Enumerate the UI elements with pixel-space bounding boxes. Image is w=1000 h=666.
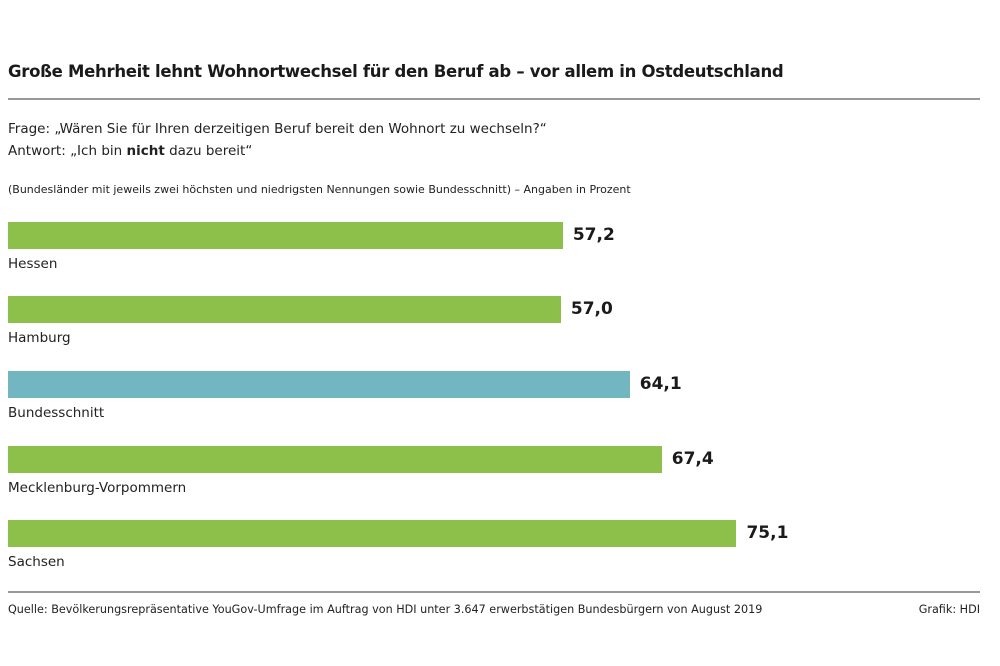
bar-0	[8, 222, 563, 249]
bar-1	[8, 296, 561, 323]
value-label: 57,0	[570, 299, 613, 319]
question-text: Frage: „Wären Sie für Ihren derzeitigen …	[8, 121, 547, 137]
category-label: Sachsen	[8, 554, 65, 570]
footer-divider	[8, 591, 980, 593]
category-label: Hamburg	[8, 330, 71, 346]
category-label: Bundesschnitt	[8, 405, 105, 421]
title-divider	[8, 98, 980, 100]
answer-emphasis: nicht	[126, 143, 165, 159]
category-label: Mecklenburg-Vorpommern	[8, 480, 187, 496]
value-label: 57,2	[572, 225, 615, 245]
answer-suffix: dazu bereit“	[164, 143, 253, 159]
bar-2	[8, 371, 630, 398]
chart-title: Große Mehrheit lehnt Wohnortwechsel für …	[8, 62, 784, 81]
source-text: Quelle: Bevölkerungsrepräsentative YouGo…	[8, 603, 763, 616]
bar-3	[8, 446, 662, 473]
value-label: 67,4	[671, 449, 714, 469]
value-label: 75,1	[746, 523, 789, 543]
value-label: 64,1	[639, 374, 682, 394]
category-label: Hessen	[8, 256, 58, 272]
answer-text: Antwort: „Ich bin nicht dazu bereit“	[8, 143, 252, 159]
bar-4	[8, 520, 737, 547]
answer-prefix: Antwort: „Ich bin	[8, 143, 127, 159]
chart-note: (Bundesländer mit jeweils zwei höchsten …	[8, 183, 631, 196]
credit-text: Grafik: HDI	[918, 603, 980, 616]
